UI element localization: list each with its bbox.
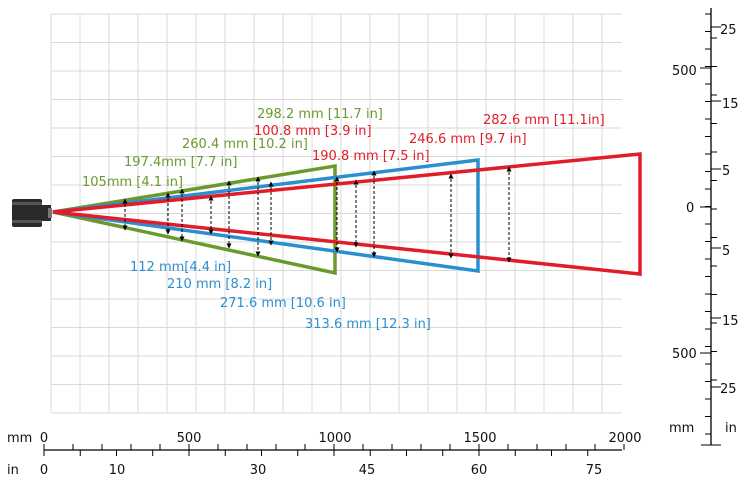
red-label-1: 282.6 mm [11.1in] (483, 113, 605, 128)
red-label-2: 246.6 mm [9.7 in] (409, 132, 527, 147)
red-label-3: 100.8 mm [3.9 in] (254, 124, 372, 139)
bottom-axis-in: in 0 10 30 45 60 75 (7, 463, 602, 478)
bottom-mm-tick: 1000 (318, 431, 351, 446)
bottom-axis-mm: mm 0 500 1000 1500 2000 (7, 431, 642, 451)
right-mm-unit: mm (669, 421, 694, 436)
bottom-mm-unit: mm (7, 431, 32, 446)
bottom-in-tick: 45 (359, 463, 376, 478)
green-label-2: 260.4 mm [10.2 in] (182, 137, 308, 152)
right-in-unit: in (725, 421, 737, 436)
bottom-in-tick: 60 (471, 463, 488, 478)
right-in-tick: 15 (722, 97, 739, 112)
camera-icon (12, 199, 52, 227)
blue-label-1: 112 mm[4.4 in] (130, 260, 231, 275)
fov-red-triangle (52, 152, 642, 276)
right-in-tick: 25 (720, 23, 737, 38)
green-label-1: 298.2 mm [11.7 in] (257, 107, 383, 122)
right-in-tick: 5 (722, 244, 730, 259)
bottom-mm-tick: 0 (40, 431, 48, 446)
bottom-in-tick: 10 (109, 463, 126, 478)
green-label-3: 197.4mm [7.7 in] (124, 155, 237, 170)
right-mm-tick: 0 (686, 201, 694, 216)
bottom-in-tick: 0 (40, 463, 48, 478)
bottom-mm-tick: 1500 (463, 431, 496, 446)
right-in-tick: 15 (722, 314, 739, 329)
green-label-4: 105mm [4.1 in] (82, 175, 183, 190)
fov-blue-triangle (52, 158, 480, 274)
bottom-in-unit: in (7, 463, 19, 478)
bottom-mm-tick: 2000 (608, 431, 641, 446)
right-axis-ticks (700, 13, 721, 435)
bottom-in-tick: 30 (250, 463, 267, 478)
blue-label-2: 210 mm [8.2 in] (167, 277, 272, 292)
background-grid (50, 13, 622, 414)
blue-label-4: 313.6 mm [12.3 in] (305, 317, 431, 332)
bottom-mm-tick: 500 (177, 431, 202, 446)
dimension-arrows (122, 166, 512, 263)
bottom-in-tick: 75 (586, 463, 603, 478)
right-mm-tick: 500 (672, 347, 697, 362)
blue-label-3: 271.6 mm [10.6 in] (220, 296, 346, 311)
right-in-tick: 25 (720, 382, 737, 397)
right-axis: 500 0 500 25 15 5 5 15 25 mm in (669, 8, 739, 446)
bottom-axis-ticks (43, 444, 625, 456)
red-label-4: 190.8 mm [7.5 in] (312, 149, 430, 164)
right-in-tick: 5 (722, 164, 730, 179)
right-mm-tick: 500 (672, 64, 697, 79)
